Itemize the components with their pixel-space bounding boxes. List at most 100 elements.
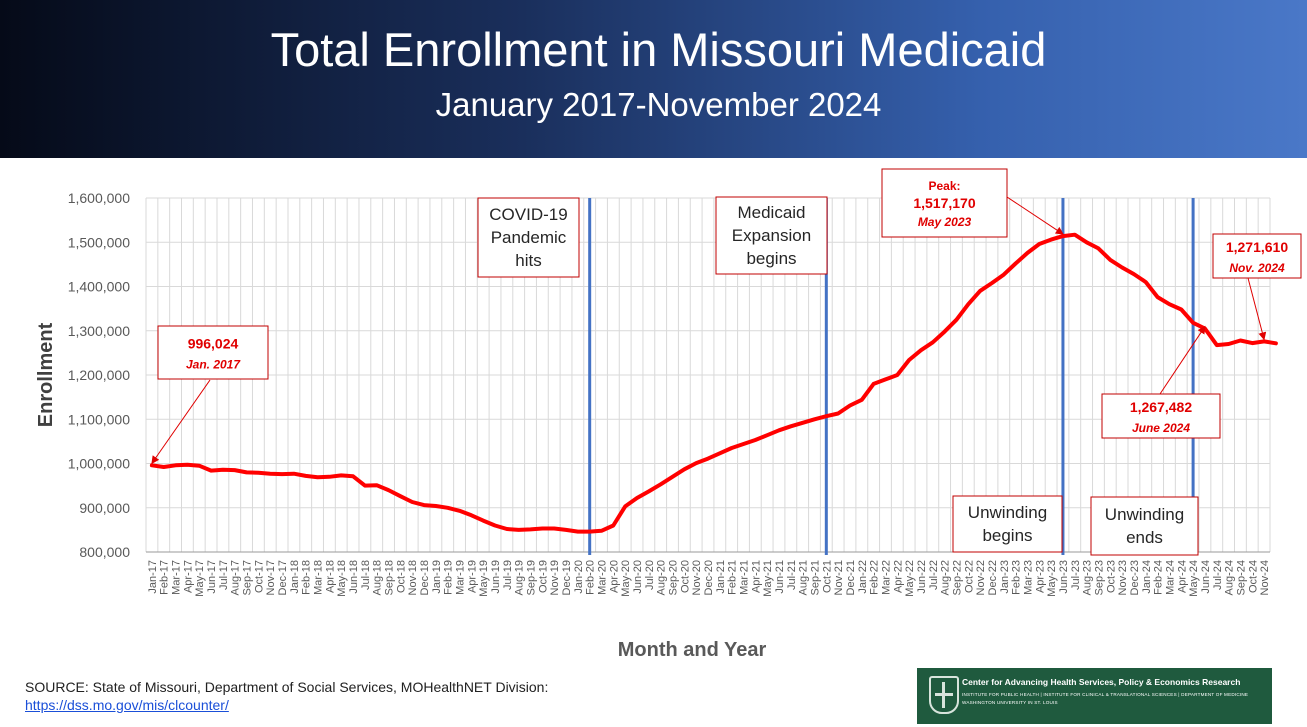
- y-tick-label: 1,400,000: [68, 279, 130, 295]
- event-label-text: hits: [515, 251, 541, 270]
- x-tick-label: Mar-19: [455, 560, 467, 595]
- x-tick-label: Jul-18: [360, 560, 372, 590]
- x-tick-label: Aug-24: [1224, 560, 1236, 595]
- chart-subtitle: January 2017-November 2024: [435, 86, 882, 123]
- x-tick-label: Dec-22: [987, 560, 999, 595]
- y-tick-label: 1,500,000: [68, 234, 130, 250]
- annotation-date: June 2024: [1132, 421, 1190, 435]
- x-tick-label: Jul-20: [644, 560, 656, 590]
- x-tick-label: Apr-17: [182, 560, 194, 593]
- x-tick-label: Feb-24: [1153, 560, 1165, 595]
- x-tick-label: Dec-18: [419, 560, 431, 595]
- x-tick-label: Jul-24: [1212, 560, 1224, 590]
- x-tick-label: Oct-24: [1247, 560, 1259, 593]
- x-tick-label: Jun-19: [490, 560, 502, 594]
- x-tick-label: Feb-17: [159, 560, 171, 595]
- logo-title: Center for Advancing Health Services, Po…: [962, 677, 1241, 687]
- event-label-text: begins: [746, 249, 796, 268]
- event-label-box: [477, 197, 580, 278]
- x-tick-label: Aug-19: [514, 560, 526, 595]
- university-crest-icon: [929, 676, 959, 714]
- x-tick-label: Oct-23: [1105, 560, 1117, 593]
- x-tick-label: Jul-22: [928, 560, 940, 590]
- x-tick-label: Dec-21: [845, 560, 857, 595]
- x-tick-label: Jun-24: [1200, 560, 1212, 594]
- x-tick-label: Apr-21: [750, 560, 762, 593]
- y-tick-label: 1,100,000: [68, 411, 130, 427]
- x-tick-label: Feb-23: [1011, 560, 1023, 595]
- title-banner: Total Enrollment in Missouri Medicaid Ja…: [0, 0, 1307, 158]
- x-tick-label: Sep-17: [242, 560, 254, 595]
- annotation-arrow: [1006, 196, 1064, 235]
- y-tick-label: 1,200,000: [68, 367, 130, 383]
- y-tick-label: 1,600,000: [68, 190, 130, 206]
- x-tick-label: Nov-22: [975, 560, 987, 595]
- x-tick-label: Oct-22: [963, 560, 975, 593]
- annotation-date: May 2023: [918, 215, 972, 229]
- event-label-text: ends: [1126, 528, 1163, 547]
- x-tick-label: Aug-22: [940, 560, 952, 595]
- x-tick-label: Mar-22: [880, 560, 892, 595]
- x-tick-label: Feb-20: [585, 560, 597, 595]
- source-link[interactable]: https://dss.mo.gov/mis/clcounter/: [25, 697, 229, 713]
- x-tick-label: May-18: [336, 560, 348, 597]
- x-tick-label: Jan-22: [857, 560, 869, 594]
- y-tick-label: 900,000: [79, 500, 130, 516]
- y-tick-label: 1,300,000: [68, 323, 130, 339]
- x-tick-label: Nov-17: [265, 560, 277, 595]
- x-tick-label: Aug-21: [798, 560, 810, 595]
- x-tick-label: Feb-18: [301, 560, 313, 595]
- x-tick-label: Dec-17: [277, 560, 289, 595]
- x-tick-label: Mar-23: [1022, 560, 1034, 595]
- x-tick-label: Oct-21: [821, 560, 833, 593]
- y-tick-label: 1,000,000: [68, 456, 130, 472]
- x-tick-label: Apr-18: [324, 560, 336, 593]
- x-tick-label: Mar-20: [597, 560, 609, 595]
- source-note: SOURCE: State of Missouri, Department of…: [25, 679, 549, 695]
- x-tick-label: Jul-19: [502, 560, 514, 590]
- x-tick-label: Sep-18: [384, 560, 396, 595]
- annotation-box: [881, 168, 1008, 238]
- event-label-text: Unwinding: [968, 503, 1047, 522]
- x-tick-label: Apr-24: [1176, 560, 1188, 593]
- event-label-box: [715, 196, 828, 275]
- x-tick-label: Jan-24: [1141, 560, 1153, 594]
- event-label-box: [1090, 496, 1199, 556]
- event-label-text: Medicaid: [737, 203, 805, 222]
- event-label-text: COVID-19: [489, 205, 567, 224]
- x-tick-label: Apr-22: [892, 560, 904, 593]
- cahsper-logo: Center for Advancing Health Services, Po…: [917, 668, 1272, 724]
- x-tick-label: Sep-23: [1093, 560, 1105, 595]
- x-tick-label: Dec-19: [561, 560, 573, 595]
- x-tick-label: May-22: [904, 560, 916, 597]
- x-tick-label: Aug-17: [230, 560, 242, 595]
- x-tick-label: Jan-21: [715, 560, 727, 594]
- annotation-box: [1101, 393, 1221, 439]
- x-tick-label: Mar-21: [738, 560, 750, 595]
- x-tick-label: May-21: [762, 560, 774, 597]
- x-tick-label: Aug-18: [372, 560, 384, 595]
- annotation-label: Peak:: [928, 179, 960, 193]
- x-tick-label: May-20: [620, 560, 632, 597]
- x-tick-label: Sep-21: [809, 560, 821, 595]
- annotation-arrow: [1247, 277, 1267, 341]
- annotation-arrow: [1159, 325, 1206, 395]
- x-tick-label: Nov-23: [1117, 560, 1129, 595]
- annotation-value: 1,267,482: [1130, 399, 1192, 415]
- x-tick-label: Jun-18: [348, 560, 360, 594]
- y-tick-label: 800,000: [79, 544, 130, 560]
- x-tick-label: Jun-20: [632, 560, 644, 594]
- x-tick-label: Oct-19: [537, 560, 549, 593]
- x-tick-label: Jul-17: [218, 560, 230, 590]
- annotation-value: 1,271,610: [1226, 239, 1288, 255]
- y-axis-title: Enrollment: [35, 322, 57, 427]
- x-tick-label: Jun-21: [774, 560, 786, 594]
- x-tick-label: Nov-18: [407, 560, 419, 595]
- x-tick-label: Jan-20: [573, 560, 585, 594]
- event-label-text: Expansion: [732, 226, 811, 245]
- x-tick-label: Jul-23: [1070, 560, 1082, 590]
- x-tick-label: Jan-19: [431, 560, 443, 594]
- annotation-date: Nov. 2024: [1229, 261, 1285, 275]
- x-tick-label: Apr-19: [466, 560, 478, 593]
- x-tick-label: Oct-17: [253, 560, 265, 593]
